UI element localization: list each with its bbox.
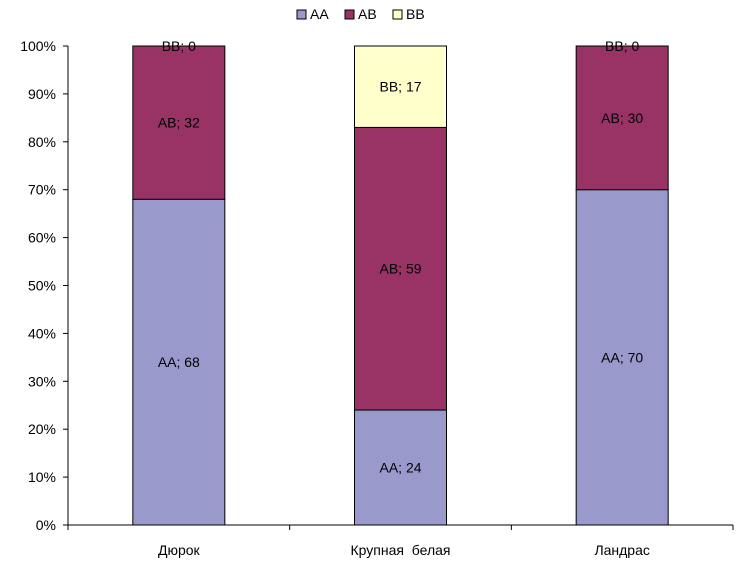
bars: [132, 45, 669, 526]
legend-label: BB: [406, 6, 425, 22]
bar-segment-aa: [132, 198, 226, 526]
data-label: BB; 0: [605, 38, 639, 54]
legend-label: AA: [310, 6, 329, 22]
data-label: AB; 59: [379, 261, 421, 277]
data-label: BB; 0: [162, 38, 196, 54]
y-tick-label: 50%: [28, 278, 56, 294]
legend-swatch-bb: [392, 9, 403, 20]
bar-segment-aa: [575, 189, 669, 526]
legend-label: AB: [358, 6, 377, 22]
y-tick-label: 10%: [28, 469, 56, 485]
x-category-label: Крупная белая: [351, 542, 451, 558]
data-label: AA; 68: [158, 354, 200, 370]
data-label: AA; 24: [379, 460, 421, 476]
y-tick-label: 70%: [28, 182, 56, 198]
bar-segment-bb: [354, 45, 447, 128]
y-tick-label: 100%: [20, 38, 56, 54]
bar-segment-ab: [354, 126, 447, 411]
bar-segment-ab: [132, 45, 226, 200]
data-label: AA; 70: [601, 349, 643, 365]
y-axis: 0% 10% 20% 30% 40% 50% 60% 70% 80% 90% 100%: [20, 38, 69, 533]
y-tick-label: 80%: [28, 134, 56, 150]
data-labels: AA; 68 AB; 32 BB; 0 AA; 24 AB; 59 BB; 17 AA; 7…: [158, 38, 644, 476]
x-axis: Дюрок Крупная белая Ландрас: [67, 524, 734, 558]
x-category-label: Дюрок: [158, 542, 201, 558]
y-tick-label: 0%: [36, 517, 56, 533]
bar-segment-aa: [354, 409, 447, 526]
legend-swatch-ab: [344, 9, 355, 20]
legend: AA AB BB: [296, 6, 425, 22]
y-tick-label: 90%: [28, 86, 56, 102]
bar-segment-ab: [575, 45, 669, 191]
y-tick-label: 20%: [28, 421, 56, 437]
y-tick-label: 40%: [28, 325, 56, 341]
data-label: BB; 17: [379, 79, 421, 95]
y-tick-label: 30%: [28, 373, 56, 389]
legend-swatch-aa: [296, 9, 307, 20]
data-label: AB; 32: [158, 115, 200, 131]
x-category-label: Ландрас: [594, 542, 649, 558]
y-tick-label: 60%: [28, 230, 56, 246]
data-label: AB; 30: [601, 110, 643, 126]
